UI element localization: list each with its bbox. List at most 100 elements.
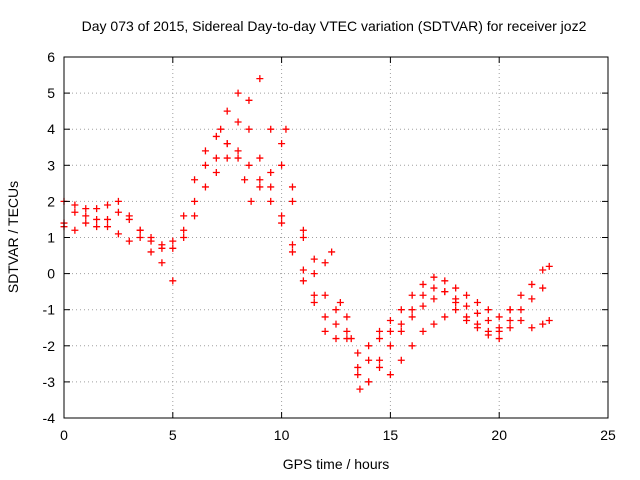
data-point — [125, 237, 133, 245]
data-point — [201, 183, 209, 191]
data-point — [299, 277, 307, 285]
data-point — [528, 280, 536, 288]
data-point — [201, 147, 209, 155]
data-point — [278, 161, 286, 169]
data-point — [321, 291, 329, 299]
data-point — [365, 342, 373, 350]
x-tick-label: 0 — [60, 427, 68, 443]
data-point — [545, 262, 553, 270]
data-point — [136, 234, 144, 241]
y-tick-label: 4 — [47, 121, 55, 137]
data-point — [332, 335, 340, 343]
data-point — [336, 298, 344, 306]
data-point — [495, 313, 503, 321]
data-point — [517, 291, 525, 299]
data-point — [386, 317, 394, 325]
data-point — [539, 284, 547, 292]
y-tick-label: 1 — [47, 230, 55, 246]
data-point — [517, 317, 525, 325]
data-point — [267, 169, 275, 177]
data-point — [267, 197, 275, 205]
data-point — [408, 291, 416, 299]
y-tick-label: -3 — [43, 374, 56, 390]
data-point — [217, 125, 225, 133]
data-point — [169, 244, 177, 252]
data-point — [310, 298, 318, 306]
data-point — [473, 324, 481, 332]
data-point — [386, 342, 394, 350]
data-point — [104, 223, 112, 231]
data-point — [223, 140, 231, 148]
data-point — [247, 197, 255, 205]
data-point — [114, 230, 122, 238]
data-point — [376, 363, 384, 371]
data-point — [386, 371, 394, 379]
data-point — [506, 306, 514, 314]
data-point — [104, 201, 112, 209]
data-point — [169, 237, 177, 245]
data-point — [463, 302, 471, 310]
data-point — [299, 234, 307, 241]
data-point — [180, 234, 188, 241]
data-point — [169, 277, 177, 285]
plot-frame — [63, 56, 609, 419]
data-point — [419, 280, 427, 288]
y-tick-label: -2 — [43, 338, 56, 354]
data-point — [321, 327, 329, 335]
data-point — [463, 317, 471, 325]
data-point — [234, 154, 242, 162]
data-point — [234, 147, 242, 155]
data-point — [473, 309, 481, 317]
data-point — [147, 234, 155, 241]
data-point — [234, 118, 242, 126]
data-point — [430, 284, 438, 292]
data-point — [288, 241, 296, 249]
data-point — [212, 132, 220, 140]
data-point — [180, 226, 188, 234]
data-point — [82, 205, 90, 213]
series-track-d — [217, 125, 514, 393]
data-point — [484, 306, 492, 314]
data-point — [343, 327, 351, 335]
data-point — [71, 208, 79, 216]
data-point — [506, 324, 514, 332]
x-axis-title: GPS time / hours — [283, 456, 390, 472]
data-point — [545, 317, 553, 325]
data-point — [539, 320, 547, 328]
data-point — [376, 327, 384, 335]
data-point — [288, 183, 296, 191]
x-tick-label: 15 — [383, 427, 399, 443]
data-point — [310, 255, 318, 263]
data-point — [376, 356, 384, 364]
data-point — [517, 306, 525, 314]
data-point — [430, 273, 438, 281]
data-point — [234, 89, 242, 97]
data-point — [473, 298, 481, 306]
data-point — [71, 226, 79, 234]
data-point — [484, 331, 492, 339]
data-point — [282, 125, 290, 133]
data-point — [245, 96, 253, 104]
data-point — [356, 385, 364, 393]
grid-lines — [64, 57, 608, 418]
data-point — [354, 363, 362, 371]
data-point — [452, 306, 460, 314]
data-point — [528, 295, 536, 303]
data-point — [278, 212, 286, 220]
data-point — [430, 295, 438, 303]
y-tick-label: -1 — [43, 302, 56, 318]
series-track-a — [60, 89, 553, 357]
data-point — [386, 327, 394, 335]
data-point — [104, 215, 112, 223]
data-point — [347, 335, 355, 343]
data-point — [419, 291, 427, 299]
y-tick-label: 2 — [47, 193, 55, 209]
x-tick-label: 20 — [491, 427, 507, 443]
data-point — [441, 288, 449, 296]
data-point — [310, 291, 318, 299]
data-point — [93, 205, 101, 213]
series-track-b — [60, 147, 547, 371]
data-point — [463, 291, 471, 299]
data-point — [397, 320, 405, 328]
